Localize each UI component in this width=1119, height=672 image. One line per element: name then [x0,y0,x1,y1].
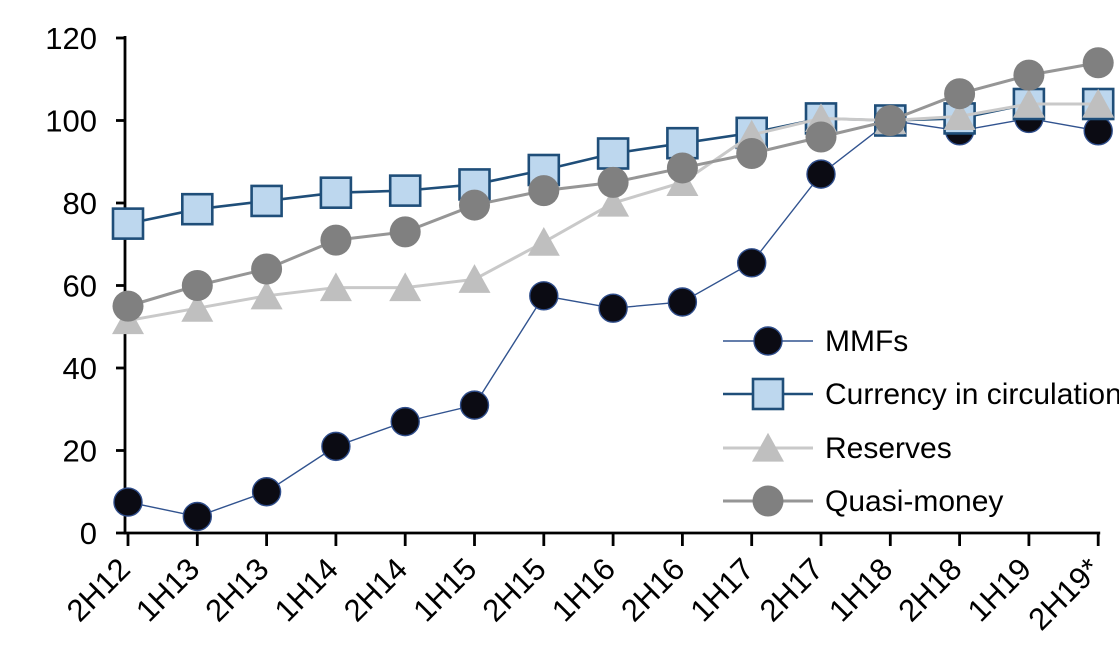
marker-mmfs-2h15 [529,281,559,311]
marker-quasi-money-2h17 [805,121,837,153]
marker-mmfs-2h19 [1083,116,1113,146]
y-tick-label: 40 [63,351,97,386]
marker-currency-in-circulation-2h13 [250,184,283,218]
marker-currency-in-circulation-2h14 [388,174,422,207]
marker-quasi-money-2h13 [251,253,283,285]
x-tick-label-2h16: 2H16 [614,551,691,628]
marker-mmfs-1h14 [321,431,351,462]
legend-item-mmfs: MMFs [723,325,908,358]
x-tick-label-2h15: 2H15 [476,551,553,628]
marker-quasi-money-2h19 [1082,47,1114,79]
marker-reserves-1h13 [181,292,214,322]
legend-label-mmfs: MMFs [825,325,908,358]
legend: MMFs Currency in circulation Reserves Quasi… [723,325,1119,518]
x-tick-label-2h17: 2H17 [753,551,830,628]
marker-reserves-1h16 [597,187,630,217]
x-tick-label-1h14: 1H14 [268,551,345,628]
x-tick-label-2h13: 2H13 [198,551,275,628]
legend-marker-reserves [752,432,784,462]
marker-mmfs-2h14 [390,406,420,437]
marker-mmfs-1h16 [598,293,628,323]
marker-mmfs-1h15 [459,390,490,420]
y-tick-label: 60 [63,269,97,304]
marker-reserves-2h19 [1082,88,1115,118]
chart-svg: 0204060801001202H121H132H131H142H141H152… [45,21,1119,637]
marker-quasi-money-2h18 [944,78,976,110]
marker-quasi-money-1h16 [597,166,629,198]
x-tick-label-2h18: 2H18 [891,551,968,628]
marker-mmfs-1h17 [737,248,767,278]
marker-quasi-money-2h15 [528,175,560,207]
legend-marker-mmfs [753,326,783,356]
marker-currency-in-circulation-1h13 [181,192,214,226]
marker-currency-in-circulation-1h14 [319,176,353,209]
marker-mmfs-2h12 [113,487,143,517]
marker-quasi-money-2h14 [389,216,421,248]
marker-reserves-1h15 [458,264,491,293]
marker-reserves-2h14 [389,272,422,302]
x-tick-label-1h15: 1H15 [406,551,483,628]
marker-quasi-money-1h19 [1013,59,1045,91]
legend-item-currency-in-circulation: Currency in circulation [723,377,1119,411]
marker-mmfs-1h13 [182,501,213,532]
y-tick-label: 20 [63,434,97,469]
marker-quasi-money-1h18 [874,105,906,136]
y-tick-label: 120 [45,21,97,56]
marker-reserves-1h19 [1012,88,1045,118]
marker-reserves-2h15 [527,226,560,256]
legend-label-quasi-money: Quasi-money [825,485,1003,518]
series-quasi-money [112,47,1114,322]
y-tick-label: 80 [63,186,97,221]
x-tick-label-1h18: 1H18 [822,551,899,628]
marker-quasi-money-2h12 [112,290,144,322]
marker-quasi-money-1h17 [736,138,768,169]
marker-mmfs-2h13 [251,477,282,507]
indexed-money-aggregates-chart: 0 20 40 60 80 100 120 2H12 1H13 2H13 1H14 2H14 1H15 2… [40,16,1119,656]
marker-quasi-money-1h14 [320,224,352,256]
y-tick-label: 100 [45,104,97,139]
marker-reserves-2h13 [250,280,283,310]
marker-mmfs-2h16 [667,287,698,317]
marker-currency-in-circulation-2h12 [111,207,145,240]
marker-mmfs-2h17 [806,159,836,189]
x-tick-label-1h13: 1H13 [129,551,206,628]
legend-item-reserves: Reserves [723,432,952,465]
legend-label-reserves: Reserves [825,432,952,465]
legend-label-currency-in-circulation: Currency in circulation [825,378,1119,411]
legend-marker-quasi-money [752,485,784,517]
marker-quasi-money-1h15 [459,189,490,221]
marker-currency-in-circulation-1h16 [596,137,630,170]
marker-reserves-2h18 [943,101,976,130]
y-tick-label: 0 [80,516,97,551]
x-tick-label-1h17: 1H17 [683,551,760,628]
x-tick-label-2h14: 2H14 [337,551,414,628]
x-tick-label-1h16: 1H16 [545,551,622,628]
legend-marker-currency-in-circulation [751,377,785,411]
marker-reserves-1h14 [319,272,352,302]
x-tick-label-2h12: 2H12 [60,551,137,628]
marker-quasi-money-1h13 [181,270,213,301]
x-tick-label-2h19: 2H19* [1021,551,1107,637]
legend-item-quasi-money: Quasi-money [723,485,1003,518]
marker-quasi-money-2h16 [666,152,698,184]
